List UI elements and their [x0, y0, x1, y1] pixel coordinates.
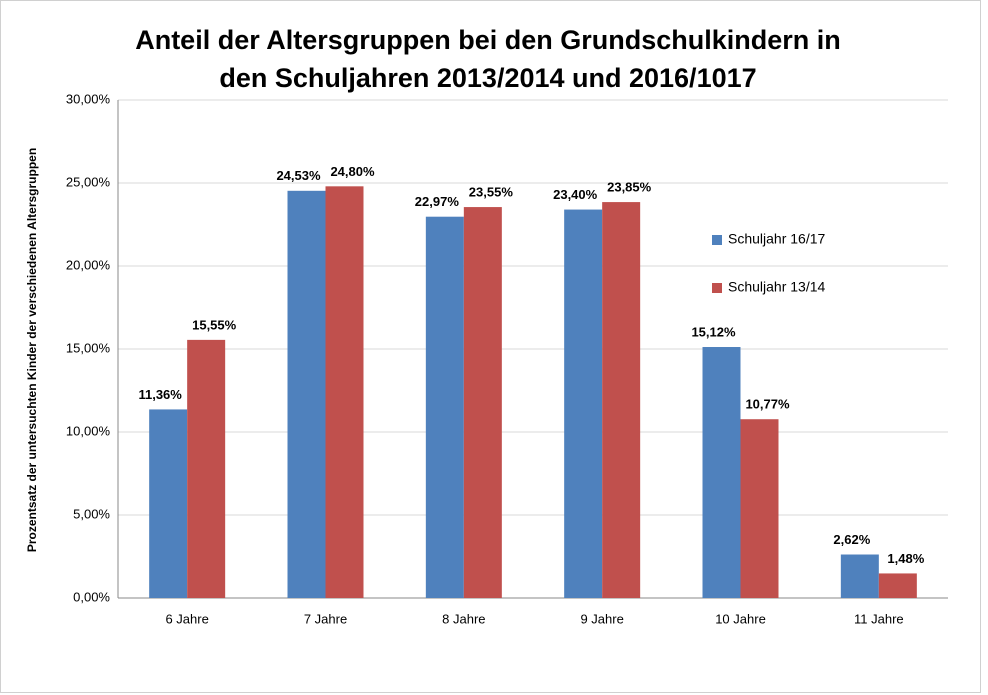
value-label: 2,62%	[833, 532, 870, 547]
value-label: 1,48%	[887, 551, 924, 566]
bar	[564, 209, 603, 598]
value-label: 22,97%	[415, 194, 460, 209]
x-tick-label: 10 Jahre	[715, 611, 766, 626]
y-tick-label: 0,00%	[73, 589, 110, 604]
bar	[425, 216, 464, 598]
x-tick-label: 6 Jahre	[165, 611, 208, 626]
x-tick-label: 8 Jahre	[442, 611, 485, 626]
x-tick-label: 9 Jahre	[580, 611, 623, 626]
bar	[602, 202, 641, 598]
legend-label: Schuljahr 13/14	[728, 279, 826, 295]
bar	[702, 347, 741, 598]
value-label: 23,85%	[607, 180, 652, 195]
legend-swatch	[712, 283, 722, 293]
y-tick-label: 30,00%	[66, 91, 111, 106]
x-tick-label: 11 Jahre	[854, 611, 904, 626]
bar	[187, 339, 226, 598]
legend-label: Schuljahr 16/17	[728, 231, 826, 247]
value-label: 24,80%	[330, 164, 375, 179]
bar	[878, 573, 917, 598]
bar	[463, 207, 502, 598]
value-label: 23,40%	[553, 187, 598, 202]
bar	[840, 554, 879, 598]
value-label: 15,55%	[192, 317, 237, 332]
y-tick-label: 20,00%	[66, 257, 111, 272]
chart-title: den Schuljahren 2013/2014 und 2016/1017	[219, 63, 756, 93]
y-axis-label: Prozentsatz der untersuchten Kinder der …	[25, 148, 39, 552]
y-tick-label: 25,00%	[66, 174, 111, 189]
legend-swatch	[712, 235, 722, 245]
value-label: 23,55%	[469, 185, 514, 200]
bar	[287, 190, 326, 598]
bar	[740, 419, 779, 598]
value-label: 11,36%	[138, 387, 182, 402]
bar	[149, 409, 188, 598]
y-tick-label: 10,00%	[66, 423, 111, 438]
chart-title: Anteil der Altersgruppen bei den Grundsc…	[135, 25, 841, 55]
x-tick-label: 7 Jahre	[304, 611, 347, 626]
y-tick-label: 15,00%	[66, 340, 111, 355]
value-label: 10,77%	[745, 397, 790, 412]
value-label: 24,53%	[276, 168, 321, 183]
y-tick-label: 5,00%	[73, 506, 110, 521]
value-label: 15,12%	[691, 324, 736, 339]
bar	[325, 186, 364, 598]
